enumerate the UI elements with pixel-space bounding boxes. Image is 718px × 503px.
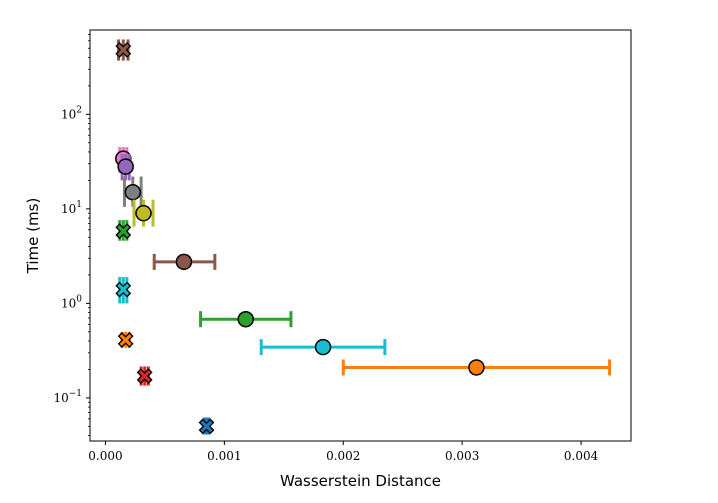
data-point-x <box>198 418 215 435</box>
series-red-x <box>136 366 153 386</box>
x-tick-label: 0.000 <box>88 449 122 463</box>
series-purple-circle <box>117 154 134 181</box>
data-point-circle <box>175 253 193 271</box>
data-point-x <box>117 332 134 348</box>
plot-area <box>115 39 612 435</box>
series-green-circle <box>199 310 293 328</box>
series-brown-circle <box>152 253 217 271</box>
y-tick-label: 100 <box>61 294 82 310</box>
x-tick-label: 0.001 <box>207 449 241 463</box>
data-point-x <box>115 42 132 58</box>
y-tick-label: 10−1 <box>53 389 82 405</box>
data-point-circle <box>314 338 332 356</box>
data-point-circle <box>124 183 142 201</box>
data-point-circle <box>237 310 255 328</box>
series-brown-x <box>115 39 132 61</box>
y-tick-label: 102 <box>61 105 82 121</box>
series-green-x <box>115 220 132 241</box>
y-axis-label: Time (ms) <box>24 198 42 275</box>
data-point-x <box>115 281 132 298</box>
x-tick-label: 0.002 <box>326 449 360 463</box>
series-orange-circle <box>341 359 612 376</box>
data-point-circle <box>117 158 134 175</box>
series-blue-x <box>198 417 215 435</box>
series-cyan-circle <box>259 338 387 356</box>
series-orange-x <box>117 331 134 348</box>
x-axis-label: Wasserstein Distance <box>280 472 441 490</box>
series-gray-circle <box>122 176 143 207</box>
data-point-circle <box>135 204 152 222</box>
data-point-x <box>115 223 132 240</box>
x-tick-label: 0.004 <box>564 449 599 463</box>
data-point-circle <box>468 359 485 376</box>
data-point-x <box>136 368 153 385</box>
series-olive-circle <box>132 199 155 227</box>
y-tick-label: 101 <box>61 200 82 216</box>
axes: 0.000 0.001 0.002 0.003 0.004 10−1 100 101 102 <box>53 34 599 463</box>
series-cyan-x <box>115 277 132 304</box>
axes-frame <box>89 29 632 442</box>
x-tick-label: 0.003 <box>445 449 479 463</box>
